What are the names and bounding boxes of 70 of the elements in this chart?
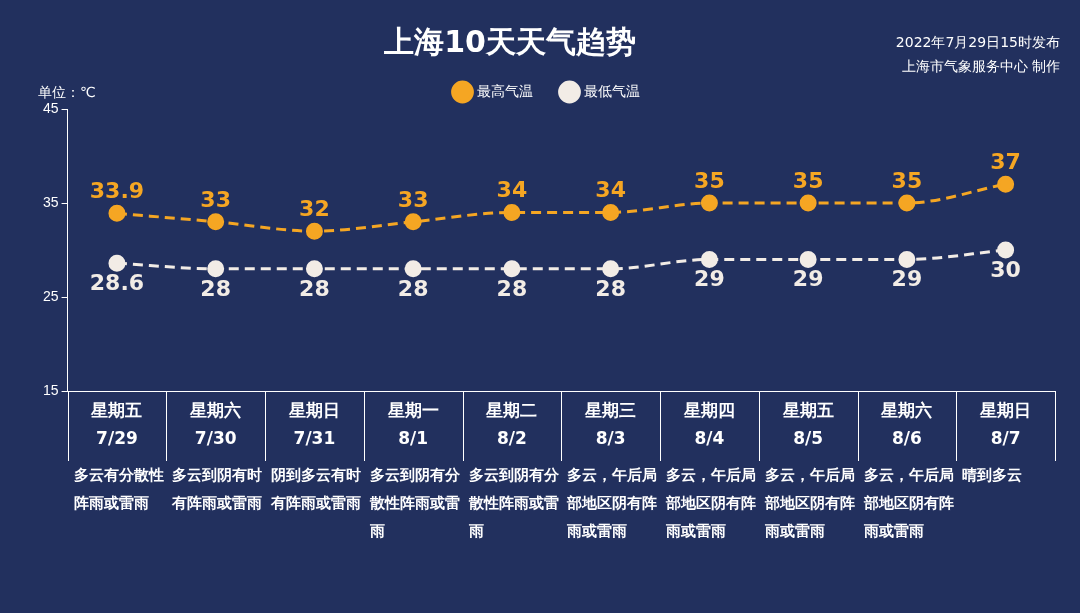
point [108, 254, 126, 272]
x-tick-label: 星期日 7/31 [287, 400, 340, 449]
text: 多云，午后局部地区阴有阵雨或雷雨 [862, 466, 954, 541]
data-label: 29 [694, 266, 725, 292]
data-label: 35 [792, 167, 824, 193]
text: 多云到阴有时有阵雨或雷雨 [171, 466, 263, 513]
point [503, 260, 521, 278]
y-tick-label: 25 [42, 287, 59, 304]
data-label: 28 [595, 275, 626, 301]
x-tick-label: 星期六 8/6 [880, 400, 933, 449]
text: 多云有分散性阵雨或雷雨 [73, 466, 164, 513]
data-label: 34 [595, 177, 626, 203]
data-label: 29 [891, 266, 923, 292]
point [305, 222, 323, 240]
text: 2022年7月29日15时发布 [895, 34, 1060, 52]
x-tick-label: 星期五 7/29 [90, 400, 143, 449]
x-tick-label: 星期日 8/7 [979, 400, 1032, 449]
data-label: 28 [496, 275, 528, 301]
point [799, 194, 817, 212]
point [997, 175, 1015, 193]
point [108, 204, 126, 222]
data-label: 33 [397, 186, 429, 212]
text: 多云到阴有分散性阵雨或雷雨 [368, 466, 461, 541]
data-label: 37 [990, 148, 1021, 174]
data-label: 32 [299, 195, 330, 221]
point [207, 260, 225, 278]
text: 多云，午后局部地区阴有阵雨或雷雨 [665, 466, 757, 541]
point [602, 260, 620, 278]
point [503, 203, 521, 221]
text: 多云，午后局部地区阴有阵雨或雷雨 [763, 466, 855, 541]
point [404, 260, 422, 278]
data-label: 35 [694, 167, 725, 193]
data-label: 30 [990, 256, 1021, 282]
point [700, 194, 718, 212]
point [404, 213, 422, 231]
legend-label: 最高气温 [476, 82, 533, 99]
point [799, 250, 817, 268]
x-tick-label: 星期五 8/5 [781, 400, 834, 449]
data-label: 35 [891, 167, 923, 193]
legend-label: 最低气温 [583, 82, 640, 99]
y-tick-label: 15 [42, 381, 59, 398]
y-tick-label: 35 [42, 193, 59, 210]
x-tick-label: 星期二 8/2 [485, 400, 538, 449]
x-tick-label: 星期一 8/1 [386, 400, 439, 449]
x-tick-label: 星期六 7/30 [189, 400, 242, 449]
text: 阴到多云有时有阵雨或雷雨 [270, 466, 362, 513]
y-axis-title: 单位：℃ [38, 84, 96, 102]
text: 晴到多云 [962, 466, 1023, 485]
point [997, 241, 1015, 259]
data-label: 34 [496, 177, 528, 203]
y-tick-label: 45 [42, 99, 59, 116]
data-label: 28 [397, 275, 429, 301]
x-tick-label: 星期三 8/3 [584, 400, 637, 449]
point [305, 260, 323, 278]
chart-title: 上海10天天气趋势 [384, 24, 636, 59]
point [207, 213, 225, 231]
text: 上海市气象服务中心 制作 [901, 58, 1060, 76]
text: 多云，午后局部地区阴有阵雨或雷雨 [566, 466, 658, 541]
point [602, 203, 620, 221]
data-label: 28 [299, 275, 330, 301]
point [898, 250, 916, 268]
point [898, 194, 916, 212]
data-label: 28 [200, 275, 231, 301]
data-label: 33 [200, 186, 231, 212]
data-label: 28.6 [89, 269, 145, 295]
point [700, 250, 718, 268]
text: 多云到阴有分散性阵雨或雷雨 [467, 466, 560, 541]
x-tick-label: 星期四 8/4 [682, 400, 735, 449]
data-label: 29 [792, 266, 824, 292]
data-label: 33.9 [89, 178, 145, 204]
